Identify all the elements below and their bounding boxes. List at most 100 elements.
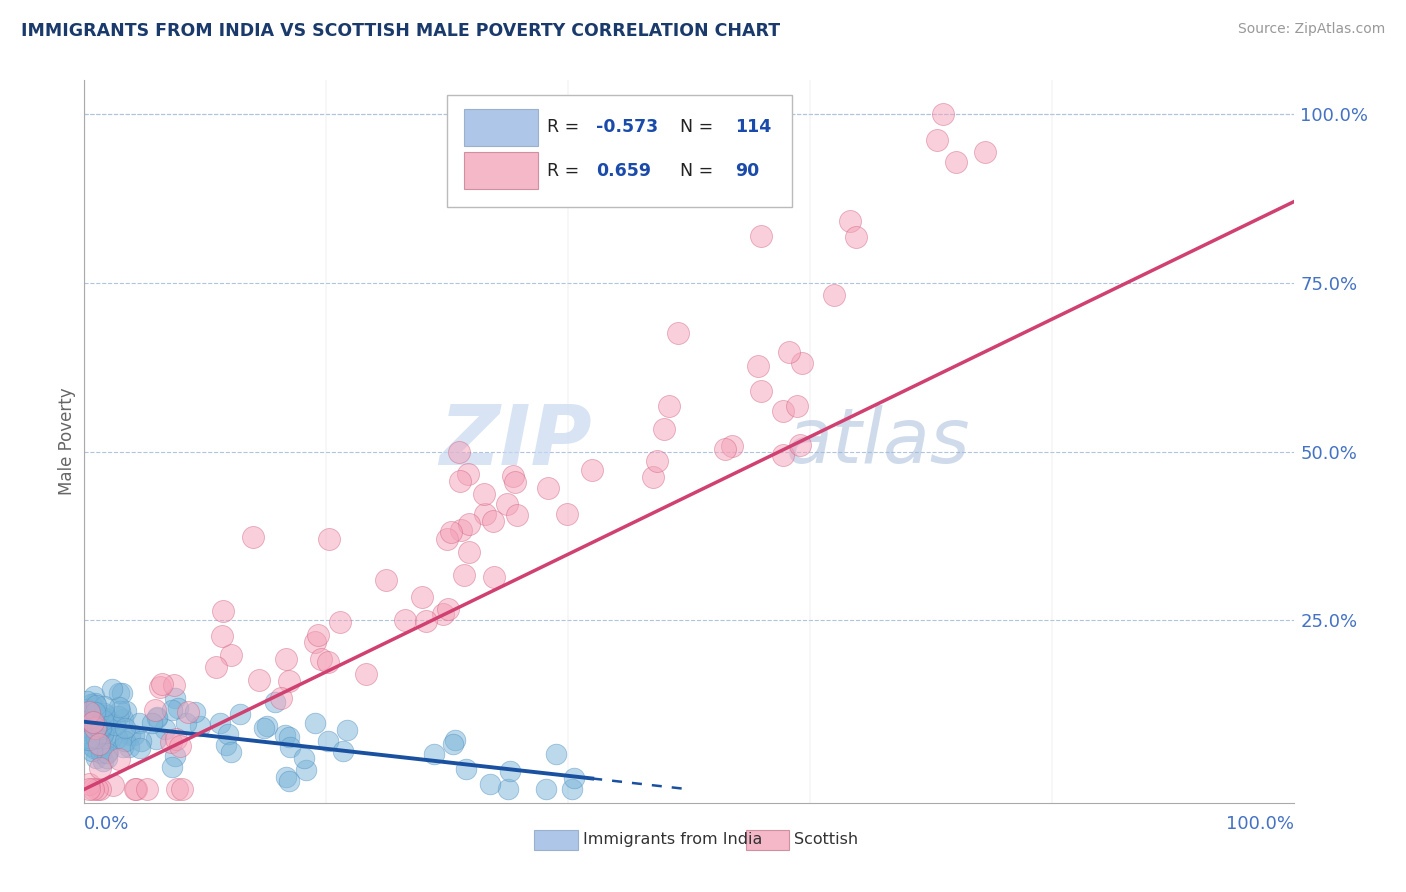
Point <box>77 777 100 791</box>
Point <box>114 721 136 735</box>
Text: ZIP: ZIP <box>440 401 592 482</box>
Point <box>546 747 568 762</box>
Point <box>274 652 297 666</box>
Point <box>77 731 100 745</box>
Point <box>155 723 177 737</box>
Point <box>160 702 183 716</box>
Point <box>789 438 811 452</box>
Point <box>87 726 110 740</box>
Text: Scottish: Scottish <box>794 832 858 847</box>
Point <box>166 781 188 796</box>
FancyBboxPatch shape <box>534 830 578 850</box>
Point <box>76 694 98 708</box>
Point <box>86 709 108 723</box>
Point <box>423 747 446 761</box>
Point <box>436 532 458 546</box>
Point <box>135 781 157 796</box>
Point <box>83 721 105 735</box>
Point <box>456 762 478 776</box>
Point <box>107 709 129 723</box>
Point <box>124 781 146 796</box>
Point <box>82 714 104 729</box>
Point <box>96 747 118 761</box>
Text: Immigrants from India: Immigrants from India <box>582 832 762 847</box>
Point <box>205 660 228 674</box>
Point <box>83 696 105 710</box>
Point <box>264 695 287 709</box>
Point <box>457 545 479 559</box>
Point <box>184 706 207 720</box>
Point <box>91 754 114 768</box>
Point <box>274 728 297 742</box>
Point <box>163 690 186 705</box>
Point <box>82 781 104 796</box>
Point <box>146 710 169 724</box>
Point <box>749 228 772 243</box>
Point <box>432 607 454 622</box>
Point <box>163 748 186 763</box>
Point <box>90 722 112 736</box>
Point <box>256 719 278 733</box>
Point <box>219 648 242 663</box>
Point <box>217 727 239 741</box>
Point <box>112 712 135 726</box>
Point <box>309 652 332 666</box>
Point <box>89 781 111 796</box>
Point <box>97 733 120 747</box>
Point <box>482 570 505 584</box>
Point <box>839 214 862 228</box>
Point <box>209 715 232 730</box>
Point <box>129 740 152 755</box>
Point <box>105 731 128 746</box>
Point <box>973 145 995 160</box>
Point <box>83 689 105 703</box>
Point <box>274 770 297 784</box>
Text: 0.0%: 0.0% <box>84 815 129 833</box>
Point <box>564 771 586 785</box>
Point <box>472 486 495 500</box>
Point <box>101 730 124 744</box>
Point <box>82 744 104 758</box>
Point <box>143 703 166 717</box>
Point <box>411 590 433 604</box>
Point <box>77 781 100 796</box>
Point <box>174 715 197 730</box>
Point <box>845 230 868 244</box>
Point <box>114 734 136 748</box>
Point <box>474 507 496 521</box>
FancyBboxPatch shape <box>464 109 538 145</box>
Point <box>84 698 107 712</box>
Text: 0.659: 0.659 <box>596 161 651 179</box>
Point <box>83 741 105 756</box>
Point <box>278 774 301 789</box>
Point <box>449 475 471 489</box>
Point <box>89 761 111 775</box>
Point <box>93 698 115 713</box>
Point <box>666 326 689 340</box>
Text: 90: 90 <box>735 161 759 179</box>
Point <box>270 691 292 706</box>
Point <box>108 752 131 766</box>
Point <box>478 777 501 791</box>
Point <box>160 735 183 749</box>
Point <box>536 781 558 796</box>
Point <box>215 738 238 752</box>
Point <box>84 705 107 719</box>
Point <box>278 730 301 744</box>
Point <box>249 673 271 687</box>
Point <box>336 723 359 738</box>
Point <box>86 718 108 732</box>
Point <box>145 731 167 746</box>
Point <box>77 733 100 747</box>
Point <box>100 682 122 697</box>
Point <box>111 686 134 700</box>
Point <box>160 759 183 773</box>
Point <box>108 699 131 714</box>
Point <box>778 345 800 359</box>
Point <box>721 439 744 453</box>
Point <box>87 706 110 721</box>
Point <box>823 288 845 302</box>
Point <box>304 635 326 649</box>
Point <box>188 719 211 733</box>
Point <box>499 764 522 778</box>
